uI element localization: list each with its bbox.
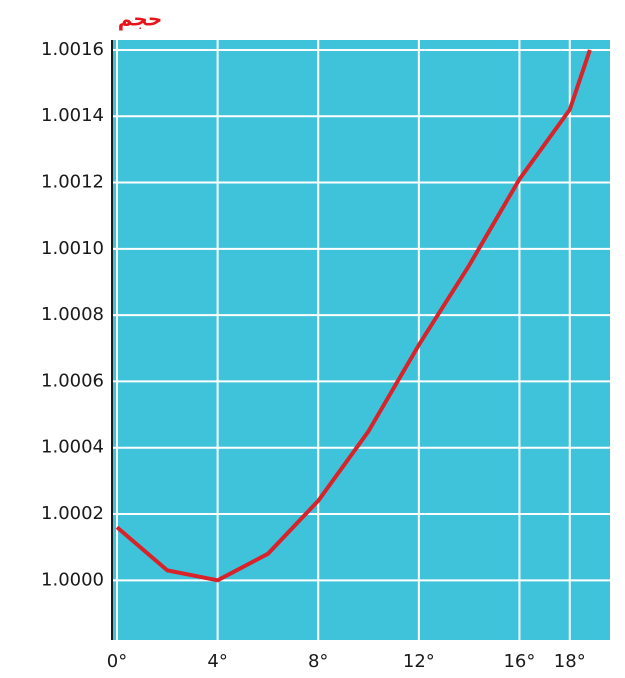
x-tick-label: 0° <box>107 651 127 672</box>
x-tick-label: 8° <box>308 651 328 672</box>
y-tick-label: 1.0012 <box>41 172 104 193</box>
y-tick-label: 1.0008 <box>41 304 104 325</box>
y-tick-label: 1.0006 <box>41 370 104 391</box>
y-tick-label: 1.0002 <box>41 503 104 524</box>
y-tick-label: 1.0004 <box>41 437 104 458</box>
y-tick-label: 1.0014 <box>41 105 104 126</box>
x-tick-label: 18° <box>554 651 586 672</box>
data-line <box>115 49 592 583</box>
y-tick-label: 1.0000 <box>41 569 104 590</box>
x-tick-label: 4° <box>207 651 227 672</box>
x-tick-label: 12° <box>403 651 435 672</box>
y-axis-label: حجم <box>118 7 163 31</box>
plot-area <box>112 40 610 640</box>
y-tick-label: 1.0010 <box>41 238 104 259</box>
x-tick-label: 16° <box>503 651 535 672</box>
y-tick-label: 1.0016 <box>41 39 104 60</box>
